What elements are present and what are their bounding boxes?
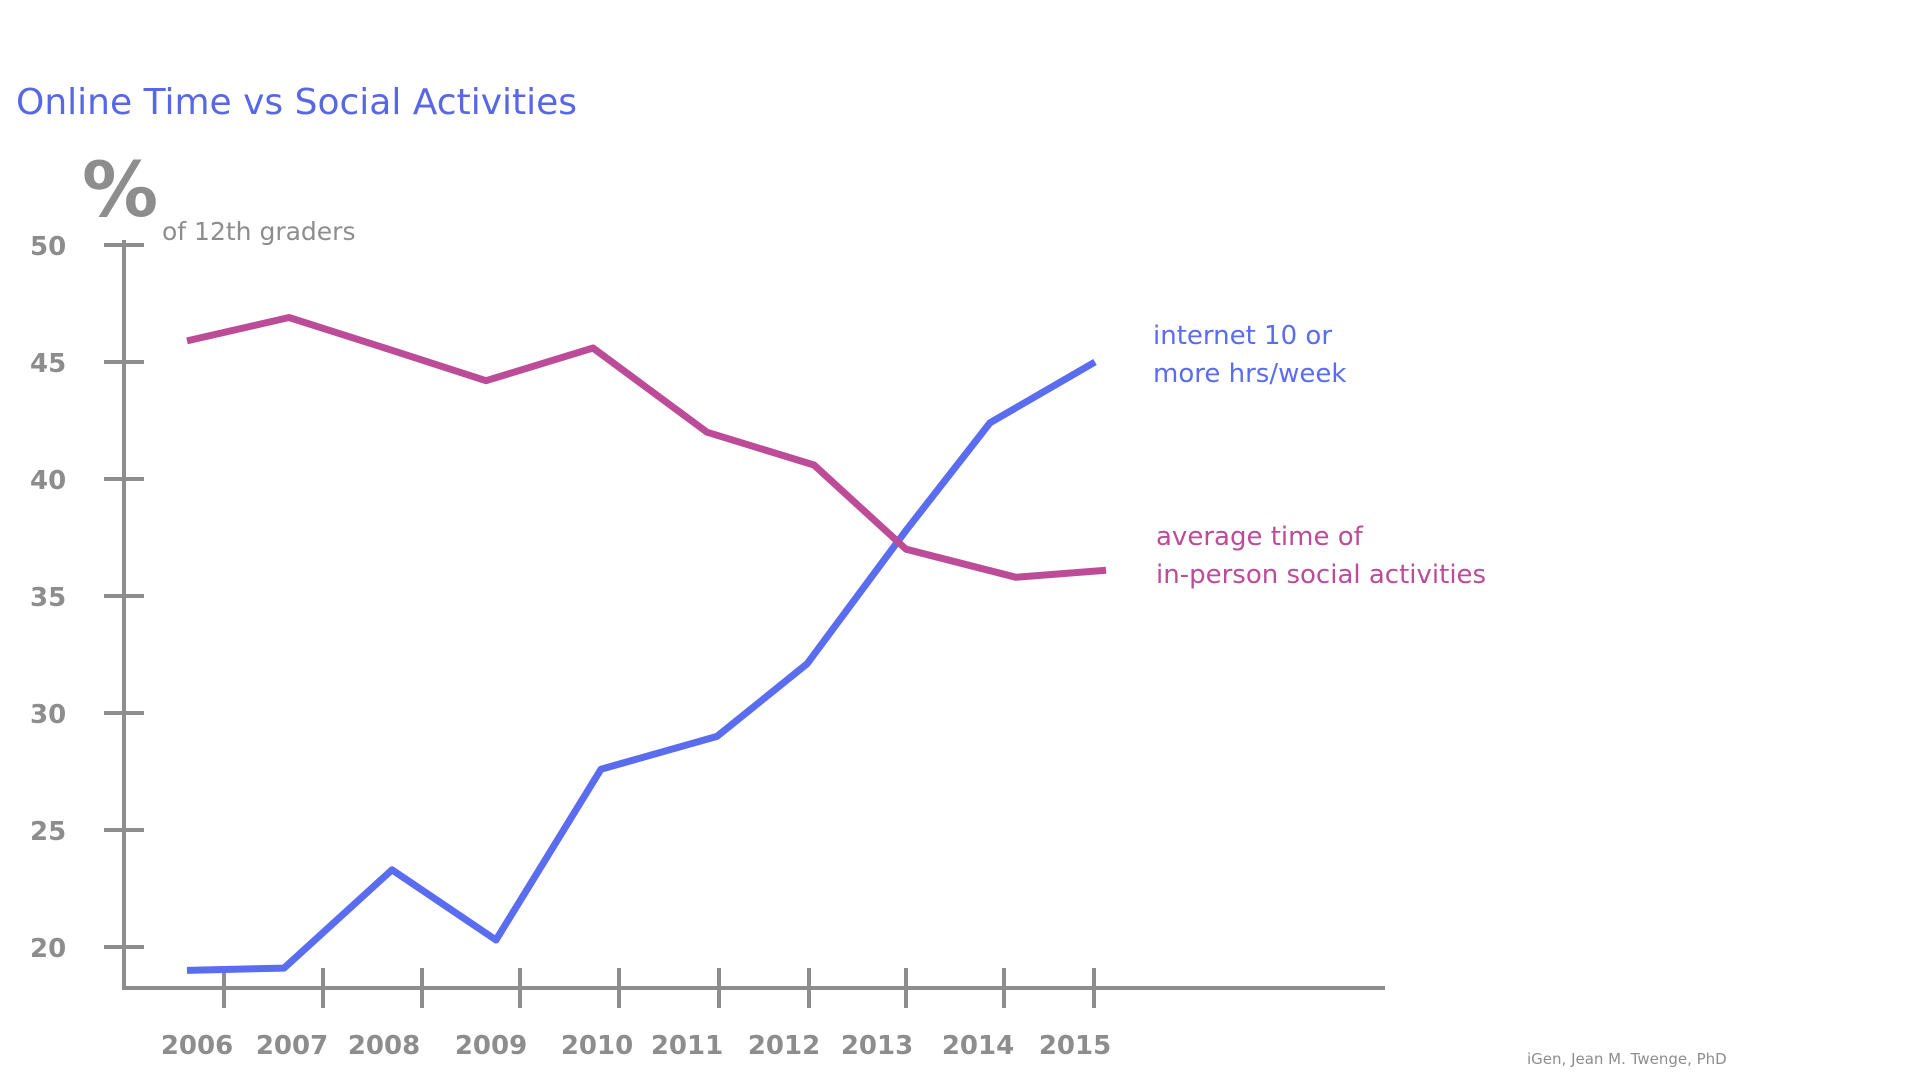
series-lines (186, 314, 1107, 974)
x-tick-label: 2008 (348, 1031, 420, 1061)
y-tick-label: 25 (30, 817, 66, 847)
series-line-1 (186, 358, 1097, 974)
x-tick-label: 2010 (561, 1031, 633, 1061)
x-tick-label: 2013 (841, 1031, 913, 1061)
series-label-2-line-1: average time of (1156, 522, 1364, 552)
x-tick-label: 2011 (651, 1031, 723, 1061)
series-label-1-line-2: more hrs/week (1153, 359, 1346, 389)
series-labels: internet 10 or more hrs/week average time … (1153, 321, 1486, 590)
y-axis-ticks: 50 45 40 35 30 25 20 (30, 232, 144, 964)
series-label-1-line-1: internet 10 or (1153, 321, 1332, 351)
x-tick-label: 2014 (942, 1031, 1014, 1061)
y-axis-unit-symbol: % (82, 145, 158, 234)
x-tick-label: 2009 (455, 1031, 527, 1061)
x-axis-ticks: 2006 2007 2008 2009 2010 2011 2012 2013 2014 2015 (161, 968, 1111, 1061)
y-axis-label: of 12th graders (162, 217, 355, 246)
x-tick-label: 2012 (748, 1031, 820, 1061)
series-line-2 (186, 314, 1107, 581)
source-credit: iGen, Jean M. Twenge, PhD (1527, 1050, 1727, 1068)
x-tick-label: 2015 (1039, 1031, 1111, 1061)
x-tick-label: 2007 (256, 1031, 328, 1061)
y-tick-label: 30 (30, 700, 66, 730)
y-tick-label: 50 (30, 232, 66, 262)
axes (122, 240, 1385, 990)
y-tick-label: 45 (30, 349, 66, 379)
y-tick-label: 20 (30, 934, 66, 964)
x-tick-label: 2006 (161, 1031, 233, 1061)
chart-title: Online Time vs Social Activities (16, 82, 577, 123)
y-tick-label: 40 (30, 466, 66, 496)
y-tick-label: 35 (30, 583, 66, 613)
series-label-2-line-2: in-person social activities (1156, 560, 1486, 590)
